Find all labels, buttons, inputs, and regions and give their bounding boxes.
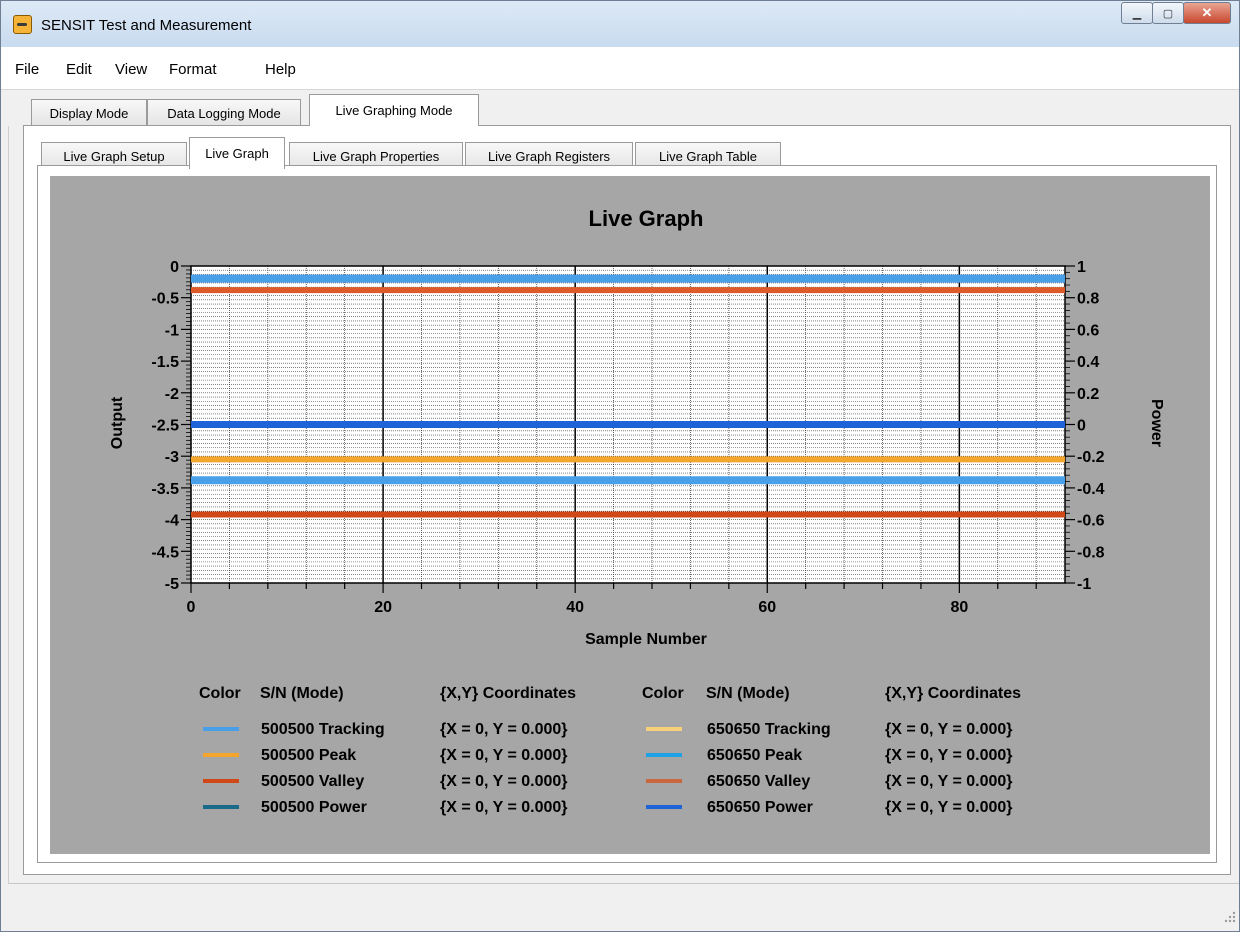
x-tick-label: 80 (950, 599, 968, 616)
y-tick-label: -2.5 (151, 418, 179, 435)
maximize-icon: ▢ (1162, 7, 1174, 20)
legend-coordinates: {X = 0, Y = 0.000} (885, 747, 1013, 764)
window-title: SENSIT Test and Measurement (41, 17, 252, 34)
resize-grip-icon[interactable] (1223, 910, 1237, 924)
tab-display-mode[interactable]: Display Mode (31, 99, 147, 126)
legend-series-name: 500500 Tracking (261, 721, 385, 738)
legend-coordinates: {X = 0, Y = 0.000} (440, 721, 568, 738)
chart-title: Live Graph (589, 206, 704, 231)
legend-coordinates: {X = 0, Y = 0.000} (885, 773, 1013, 790)
x-tick-label: 40 (566, 599, 584, 616)
legend-coordinates: {X = 0, Y = 0.000} (885, 799, 1013, 816)
legend-header-color: Color (199, 685, 241, 702)
legend-header-sn: S/N (Mode) (706, 685, 790, 702)
maximize-button[interactable]: ▢ (1152, 2, 1184, 24)
y2-tick-label: 0.8 (1077, 291, 1099, 308)
y2-tick-label: -0.4 (1077, 481, 1105, 498)
plot-area: 0 -0.5 -1 -1.5 -2 -2.5 -3 -3.5 -4 -4.5 -5 1 0.8 0.6 0.… (151, 259, 1104, 616)
legend-series-name: 650650 Valley (707, 773, 810, 790)
legend-header-coords: {X,Y} Coordinates (885, 685, 1021, 702)
y2-tick-label: 0.2 (1077, 386, 1099, 403)
legend-header-sn: S/N (Mode) (260, 685, 344, 702)
y-tick-label: -0.5 (151, 291, 179, 308)
y-tick-label: -2 (165, 386, 179, 403)
legend-series-name: 500500 Valley (261, 773, 364, 790)
legend-header-coords: {X,Y} Coordinates (440, 685, 576, 702)
tab-live-graph-setup[interactable]: Live Graph Setup (41, 142, 187, 169)
close-icon: ✕ (1201, 5, 1213, 20)
legend-coordinates: {X = 0, Y = 0.000} (440, 747, 568, 764)
minimize-icon: ▁ (1132, 7, 1142, 20)
y-tick-label: -1.5 (151, 354, 179, 371)
menu-help[interactable]: Help (265, 61, 296, 78)
y-tick-label: -4.5 (151, 544, 179, 561)
menu-file[interactable]: File (15, 61, 40, 78)
menu-format[interactable]: Format (169, 61, 217, 78)
legend-series-name: 650650 Power (707, 799, 813, 816)
tab-live-graph-properties[interactable]: Live Graph Properties (289, 142, 463, 169)
app-icon (13, 15, 32, 34)
y2-tick-label: -0.6 (1077, 513, 1105, 530)
y2-axis-label: Power (1148, 399, 1165, 447)
legend: Color S/N (Mode) {X,Y} Coordinates 500500 T… (199, 685, 1021, 816)
status-bar (8, 883, 1239, 928)
y2-tick-label: 0.6 (1077, 322, 1099, 339)
tab-data-logging-mode[interactable]: Data Logging Mode (147, 99, 301, 126)
legend-coordinates: {X = 0, Y = 0.000} (440, 799, 568, 816)
legend-coordinates: {X = 0, Y = 0.000} (440, 773, 568, 790)
tab-live-graph[interactable]: Live Graph (189, 137, 285, 169)
y-tick-label: 0 (170, 259, 179, 276)
x-tick-label: 20 (374, 599, 392, 616)
legend-series-name: 500500 Power (261, 799, 367, 816)
y-axis-label: Output (109, 396, 126, 449)
legend-series-name: 500500 Peak (261, 747, 356, 764)
menu-edit[interactable]: Edit (66, 61, 92, 78)
x-tick-label: 0 (187, 599, 196, 616)
tab-live-graph-registers[interactable]: Live Graph Registers (465, 142, 633, 169)
x-axis-label: Sample Number (585, 631, 707, 648)
y2-tick-label: 0 (1077, 418, 1086, 435)
y2-tick-label: -0.2 (1077, 449, 1105, 466)
legend-series-name: 650650 Tracking (707, 721, 831, 738)
divider (8, 126, 9, 926)
minimize-button[interactable]: ▁ (1121, 2, 1153, 24)
graph-panel: Live Graph Sample Number Output Power 0-… (50, 176, 1210, 854)
y2-tick-label: -1 (1077, 576, 1091, 593)
y2-tick-label: -0.8 (1077, 544, 1105, 561)
legend-header-color: Color (642, 685, 684, 702)
live-graph-chart[interactable]: Live Graph Sample Number Output Power 0-… (50, 176, 1210, 854)
y2-tick-label: 0.4 (1077, 354, 1099, 371)
y-tick-label: -5 (165, 576, 179, 593)
y-tick-label: -3.5 (151, 481, 179, 498)
close-button[interactable]: ✕ (1183, 2, 1231, 24)
legend-series-name: 650650 Peak (707, 747, 802, 764)
x-tick-label: 60 (758, 599, 776, 616)
y-tick-label: -3 (165, 449, 179, 466)
menu-bar: File Edit View Format Help (1, 47, 1239, 90)
tab-live-graph-table[interactable]: Live Graph Table (635, 142, 781, 169)
legend-coordinates: {X = 0, Y = 0.000} (885, 721, 1013, 738)
y2-tick-label: 1 (1077, 259, 1086, 276)
title-bar: SENSIT Test and Measurement ▁ ▢ ✕ (1, 1, 1239, 47)
y-tick-label: -1 (165, 322, 179, 339)
menu-view[interactable]: View (115, 61, 148, 78)
y-tick-label: -4 (165, 513, 179, 530)
tab-live-graphing-mode[interactable]: Live Graphing Mode (309, 94, 479, 126)
